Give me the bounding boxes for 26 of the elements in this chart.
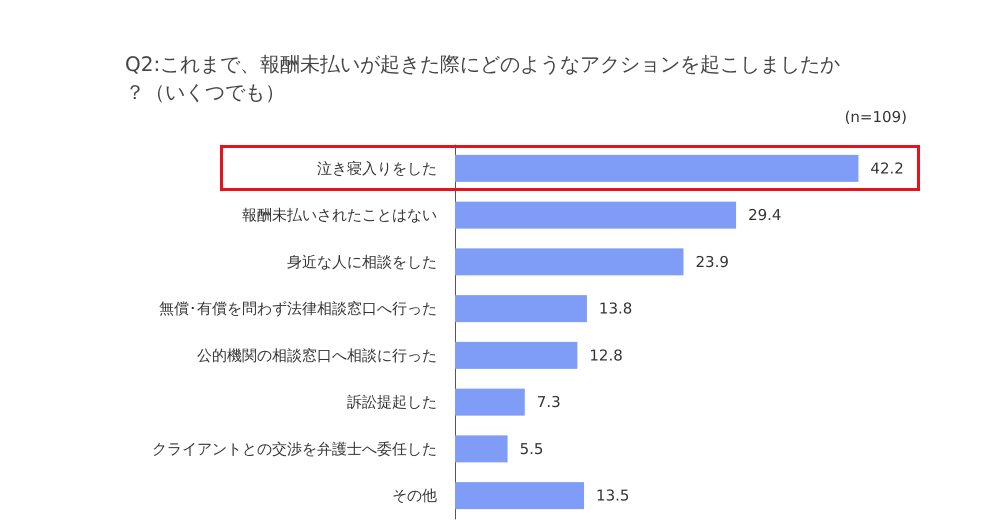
bar — [455, 435, 508, 462]
bar — [455, 295, 587, 322]
bar — [455, 202, 736, 229]
bar — [455, 482, 584, 510]
data-label: 5.5 — [520, 440, 544, 458]
y-tick-label: クライアントとの交渉を弁護士へ委任した — [152, 440, 437, 458]
data-label: 29.4 — [748, 206, 782, 224]
y-tick-label: 訴訟提起した — [347, 393, 437, 412]
text: (n=109) — [844, 108, 907, 126]
data-label: 42.2 — [870, 159, 904, 178]
y-tick-label: 報酬未払いされたことはない — [242, 206, 437, 224]
y-tick-label: 公的機関の相談窓口へ相談に行った — [197, 346, 437, 364]
bar — [455, 388, 525, 416]
bar — [455, 248, 684, 276]
data-label: 13.5 — [596, 486, 630, 505]
data-label: 13.8 — [598, 300, 632, 318]
y-tick-label: 泣き寝入りをした — [317, 159, 437, 178]
data-label: 12.8 — [589, 346, 623, 364]
y-tick-label: 身近な人に相談をした — [287, 252, 437, 271]
chart-title: Q2:これまで、報酬未払いが起きた際にどのようなアクションを起こしましたか？（いくつでも） — [125, 52, 840, 104]
y-tick-label: 無償･有償を問わず法律相談窓口へ行った — [159, 300, 437, 318]
data-label: 23.9 — [695, 252, 729, 271]
y-tick-label: その他 — [392, 486, 437, 505]
bar — [455, 154, 858, 182]
data-label: 7.3 — [536, 393, 561, 412]
bar — [455, 342, 578, 369]
